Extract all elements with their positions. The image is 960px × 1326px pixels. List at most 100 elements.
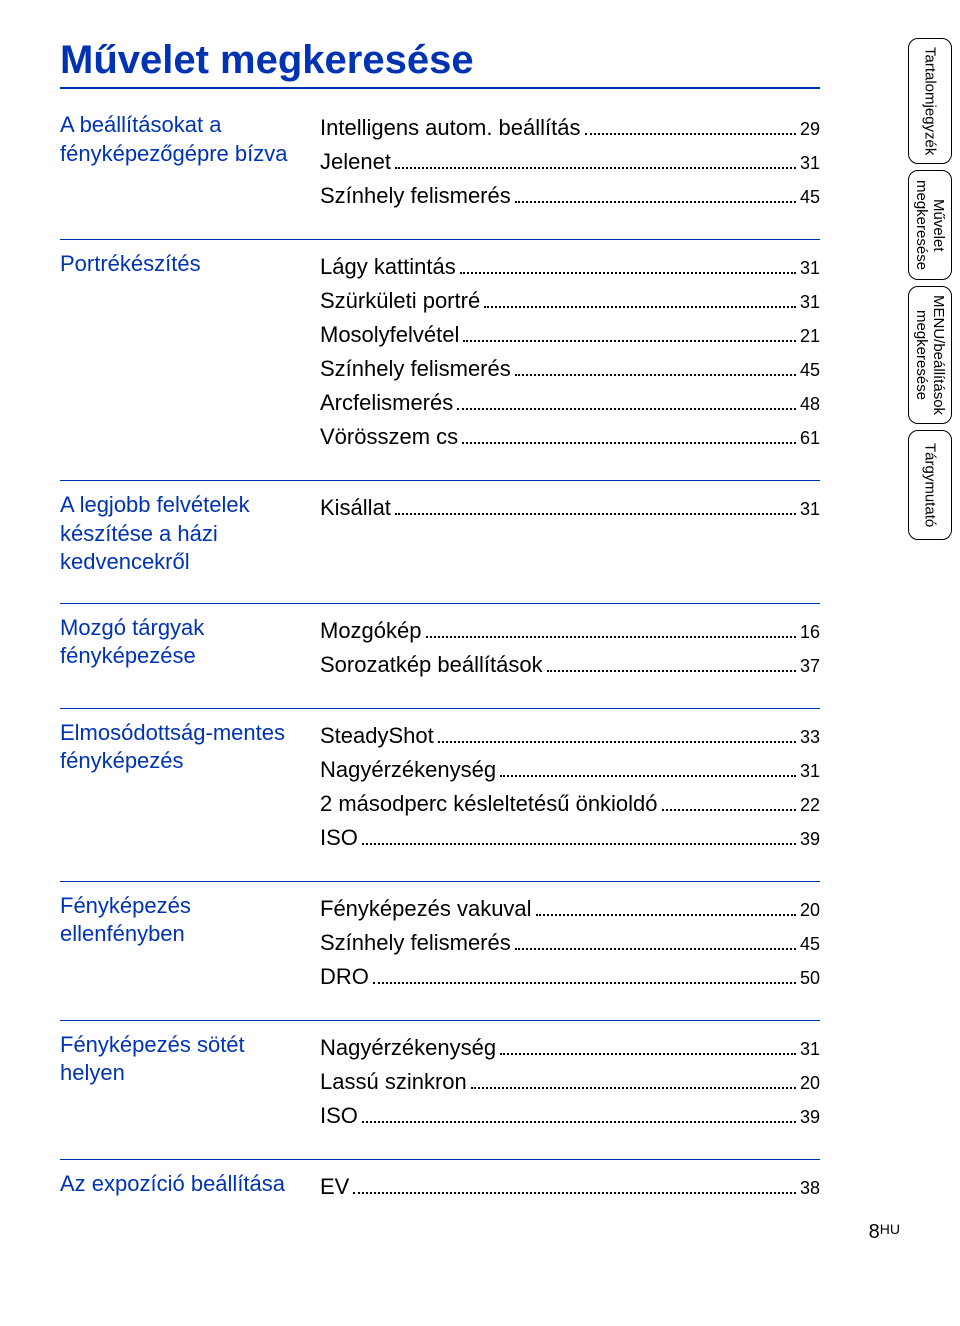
toc-leader-dots — [362, 1111, 796, 1123]
toc-pagenum: 31 — [800, 496, 820, 525]
toc-topic: Fényképezés ellenfényben — [60, 892, 320, 994]
toc-leader-dots — [662, 799, 796, 811]
toc-section: A legjobb felvételek készítése a házi ke… — [60, 480, 820, 603]
side-tab-label: Műveletmegkeresése — [913, 180, 948, 270]
toc-section: Mozgó tárgyak fényképezéseMozgókép16Soro… — [60, 603, 820, 708]
toc-label: ISO — [320, 821, 358, 854]
toc-pagenum: 31 — [800, 150, 820, 179]
side-tab[interactable]: Tartalomjegyzék — [908, 38, 953, 164]
toc-row[interactable]: Sorozatkép beállítások37 — [320, 648, 820, 682]
toc-label: Sorozatkép beállítások — [320, 648, 543, 681]
toc-topic: A legjobb felvételek készítése a házi ke… — [60, 491, 320, 577]
toc-pagenum: 50 — [800, 965, 820, 994]
toc-leader-dots — [395, 157, 796, 169]
sections-container: A beállításokat a fényképezőgépre bízvaI… — [60, 101, 900, 1230]
toc-row[interactable]: Intelligens autom. beállítás 29 — [320, 111, 820, 145]
toc-leader-dots — [373, 972, 796, 984]
toc-row[interactable]: Jelenet 31 — [320, 145, 820, 179]
toc-leader-dots — [395, 503, 796, 515]
toc-row[interactable]: Színhely felismerés 45 — [320, 352, 820, 386]
toc-pagenum: 45 — [800, 357, 820, 386]
toc-section: Fényképezés sötét helyenNagyérzékenység3… — [60, 1020, 820, 1159]
toc-row[interactable]: Mozgókép16 — [320, 614, 820, 648]
toc-topic: A beállításokat a fényképezőgépre bízva — [60, 111, 320, 213]
toc-label: Mosolyfelvétel — [320, 318, 459, 351]
toc-section: A beállításokat a fényképezőgépre bízvaI… — [60, 101, 820, 239]
toc-label: Szürkületi portré — [320, 284, 480, 317]
toc-topic: Mozgó tárgyak fényképezése — [60, 614, 320, 682]
toc-pagenum: 45 — [800, 931, 820, 960]
toc-row[interactable]: Szürkületi portré 31 — [320, 284, 820, 318]
toc-label: Színhely felismerés — [320, 179, 511, 212]
toc-leader-dots — [515, 938, 796, 950]
toc-label: Színhely felismerés — [320, 352, 511, 385]
toc-label: Lágy kattintás — [320, 250, 456, 283]
toc-section: Az expozíció beállításaEV38 — [60, 1159, 820, 1230]
toc-pagenum: 31 — [800, 758, 820, 787]
toc-leader-dots — [515, 364, 796, 376]
toc-row[interactable]: DRO 50 — [320, 960, 820, 994]
toc-label: 2 másodperc késleltetésű önkioldó — [320, 787, 658, 820]
toc-pagenum: 31 — [800, 289, 820, 318]
toc-topic: Fényképezés sötét helyen — [60, 1031, 320, 1133]
toc-items: EV 38 — [320, 1170, 820, 1204]
toc-section: Elmosódottság-mentes fényképezésSteadySh… — [60, 708, 820, 881]
toc-pagenum: 48 — [800, 391, 820, 420]
toc-section: Fényképezés ellenfénybenFényképezés vaku… — [60, 881, 820, 1020]
toc-topic: Portrékészítés — [60, 250, 320, 454]
toc-row[interactable]: Mosolyfelvétel 21 — [320, 318, 820, 352]
title-rule — [60, 87, 820, 89]
toc-items: Intelligens autom. beállítás29Jelenet31S… — [320, 111, 820, 213]
toc-label: Intelligens autom. beállítás — [320, 111, 581, 144]
toc-row[interactable]: Lágy kattintás 31 — [320, 250, 820, 284]
toc-leader-dots — [362, 833, 796, 845]
toc-label: Vörösszem cs — [320, 420, 458, 453]
toc-pagenum: 31 — [800, 255, 820, 284]
side-tab-label: Tartalomjegyzék — [921, 47, 938, 155]
toc-leader-dots — [353, 1182, 796, 1194]
toc-leader-dots — [536, 904, 796, 916]
toc-row[interactable]: Lassú szinkron20 — [320, 1065, 820, 1099]
toc-row[interactable]: SteadyShot33 — [320, 719, 820, 753]
toc-leader-dots — [460, 262, 796, 274]
toc-row[interactable]: Nagyérzékenység31 — [320, 1031, 820, 1065]
toc-row[interactable]: Nagyérzékenység 31 — [320, 753, 820, 787]
toc-row[interactable]: Fényképezés vakuval20 — [320, 892, 820, 926]
toc-leader-dots — [515, 191, 796, 203]
toc-label: Jelenet — [320, 145, 391, 178]
toc-label: Fényképezés vakuval — [320, 892, 532, 925]
side-tab[interactable]: Tárgymutató — [908, 430, 953, 540]
toc-row[interactable]: Kisállat31 — [320, 491, 820, 525]
toc-pagenum: 16 — [800, 619, 820, 648]
toc-label: Nagyérzékenység — [320, 753, 496, 786]
toc-pagenum: 29 — [800, 116, 820, 145]
toc-label: DRO — [320, 960, 369, 993]
toc-items: Lágy kattintás31Szürkületi portré31Mosol… — [320, 250, 820, 454]
side-tab[interactable]: MENU/beállításokmegkeresése — [908, 286, 953, 424]
toc-leader-dots — [463, 330, 796, 342]
toc-items: Fényképezés vakuval20Színhely felismerés… — [320, 892, 820, 994]
toc-row[interactable]: 2 másodperc késleltetésű önkioldó22 — [320, 787, 820, 821]
toc-row[interactable]: Színhely felismerés 45 — [320, 926, 820, 960]
toc-row[interactable]: ISO39 — [320, 1099, 820, 1133]
footer-page: 8 — [869, 1221, 880, 1243]
side-tab[interactable]: Műveletmegkeresése — [908, 170, 953, 280]
toc-pagenum: 38 — [800, 1175, 820, 1204]
toc-row[interactable]: EV 38 — [320, 1170, 820, 1204]
toc-label: Színhely felismerés — [320, 926, 511, 959]
toc-label: Lassú szinkron — [320, 1065, 467, 1098]
toc-items: Nagyérzékenység31Lassú szinkron20ISO39 — [320, 1031, 820, 1133]
toc-row[interactable]: Arcfelismerés 48 — [320, 386, 820, 420]
toc-row[interactable]: Színhely felismerés45 — [320, 179, 820, 213]
toc-pagenum: 31 — [800, 1036, 820, 1065]
toc-row[interactable]: ISO39 — [320, 821, 820, 855]
page-footer: 8HU — [869, 1221, 900, 1244]
toc-label: EV — [320, 1170, 349, 1203]
toc-leader-dots — [500, 765, 796, 777]
toc-items: Mozgókép16Sorozatkép beállítások37 — [320, 614, 820, 682]
toc-topic: Elmosódottság-mentes fényképezés — [60, 719, 320, 855]
toc-pagenum: 21 — [800, 323, 820, 352]
toc-label: SteadyShot — [320, 719, 434, 752]
toc-row[interactable]: Vörösszem cs61 — [320, 420, 820, 454]
toc-label: Arcfelismerés — [320, 386, 453, 419]
